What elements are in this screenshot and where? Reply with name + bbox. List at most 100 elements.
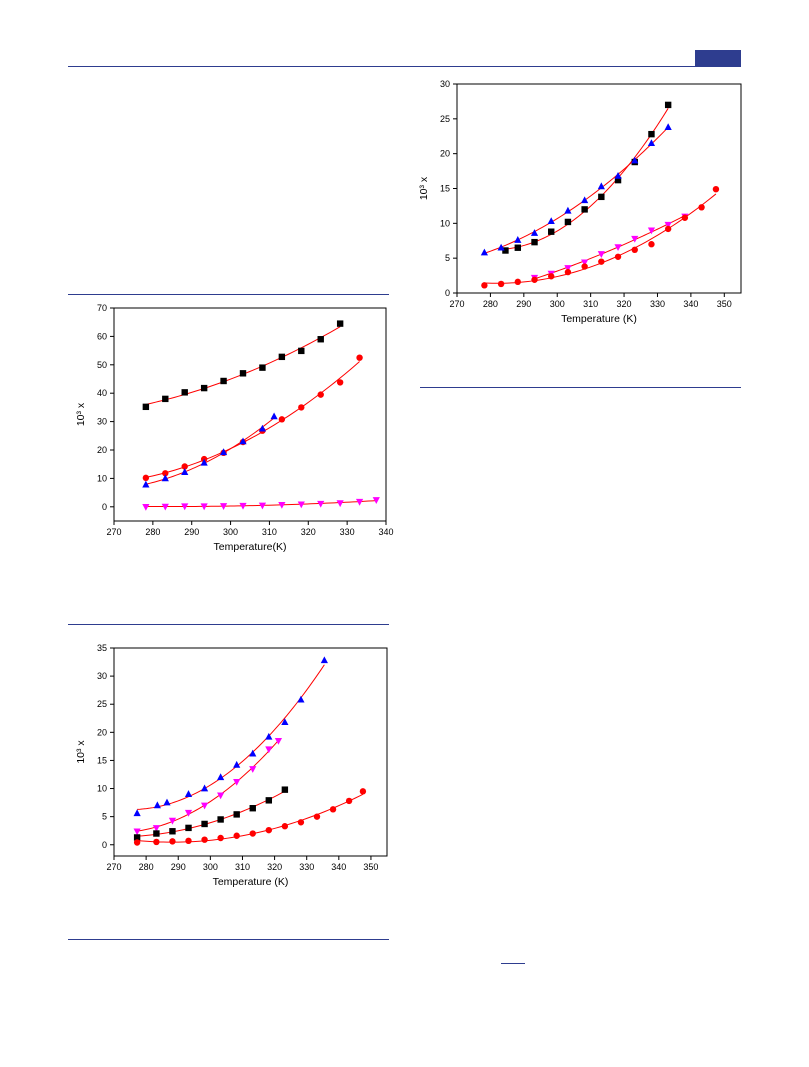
x-tick-label: 320 (617, 299, 632, 309)
data-point (201, 820, 208, 828)
x-tick-label: 300 (203, 862, 218, 872)
plot-frame (113, 647, 388, 857)
y-tick-label: 20 (97, 727, 107, 737)
footnote-short-rule (501, 963, 525, 964)
data-point (647, 139, 656, 147)
data-point (317, 336, 324, 343)
figure3-bottom-rule (420, 387, 741, 388)
data-point (481, 282, 488, 289)
x-tick-label: 290 (171, 862, 186, 872)
y-tick-label: 25 (440, 114, 450, 124)
data-point (220, 377, 227, 385)
y-tick-label: 35 (97, 643, 107, 653)
x-tick-label: 320 (267, 862, 282, 872)
data-point (185, 837, 192, 845)
y-tick-label: 50 (97, 360, 107, 370)
series-3 (133, 786, 289, 841)
x-tick-label: 340 (331, 862, 346, 872)
x-tick-label: 340 (683, 299, 698, 309)
x-tick-label: 310 (262, 527, 277, 537)
solubility-chart-3: 270 280 290 300 310 320 330 340 350 0 5 10 15 20 25 30 T… (418, 79, 742, 325)
data-point (320, 656, 328, 664)
fit-curve (484, 126, 669, 254)
data-point (664, 225, 672, 233)
x-tick-label: 320 (301, 527, 316, 537)
data-point (233, 778, 241, 786)
data-point (200, 458, 208, 466)
data-point (200, 503, 208, 511)
data-point (249, 805, 256, 812)
data-point (712, 185, 720, 193)
data-point (681, 214, 689, 221)
data-point (564, 206, 572, 214)
data-point (153, 801, 161, 809)
data-point (597, 182, 605, 190)
data-point (161, 503, 169, 511)
series-4 (133, 788, 367, 846)
x-tick-label: 270 (449, 299, 464, 309)
data-point (297, 695, 305, 703)
data-point (265, 797, 273, 804)
data-point (217, 773, 225, 781)
data-point (648, 130, 655, 138)
y-axis-label: 10³ x (75, 740, 87, 764)
x-axis-label: Temperature (K) (213, 876, 289, 888)
data-point (184, 790, 193, 797)
data-point (514, 236, 522, 243)
data-point (631, 235, 639, 243)
series-2 (480, 123, 672, 256)
data-point (162, 395, 169, 403)
data-point (184, 809, 193, 817)
data-point (581, 263, 588, 270)
data-point (480, 248, 488, 256)
data-point (664, 123, 672, 130)
data-point (162, 470, 169, 477)
data-point (664, 221, 672, 229)
data-point (142, 474, 150, 482)
fit-curve (137, 790, 286, 837)
data-point (133, 809, 141, 817)
data-point (259, 364, 266, 371)
y-tick-label: 10 (440, 218, 450, 228)
data-point (564, 268, 572, 276)
data-point (219, 503, 228, 510)
y-tick-label: 30 (97, 417, 107, 427)
x-tick-label: 350 (363, 862, 378, 872)
data-point (647, 227, 656, 235)
y-tick-label: 5 (445, 253, 450, 263)
data-point (161, 474, 169, 482)
data-point (313, 813, 321, 820)
data-point (317, 391, 324, 398)
y-axis-label: 10³ x (75, 402, 87, 426)
x-tick-label: 300 (550, 299, 565, 309)
x-tick-label: 280 (139, 862, 154, 872)
data-point (200, 384, 208, 392)
series-1 (133, 656, 328, 817)
data-point (614, 244, 622, 252)
data-point (297, 819, 305, 826)
data-point (698, 204, 705, 211)
data-point (298, 404, 305, 411)
fit-curve (137, 664, 325, 810)
data-point (181, 468, 189, 475)
data-point (631, 246, 638, 254)
x-tick-label: 310 (583, 299, 598, 309)
y-tick-label: 30 (440, 79, 450, 89)
fit-curve (145, 326, 341, 405)
y-tick-label: 60 (97, 331, 107, 341)
data-point (265, 746, 273, 754)
data-point (648, 241, 655, 248)
y-tick-label: 40 (97, 388, 107, 398)
data-point (258, 502, 267, 510)
header-accent-tab (695, 50, 741, 66)
figure2-bottom-rule (68, 939, 389, 940)
y-tick-label: 10 (97, 784, 107, 794)
series-3 (142, 412, 278, 488)
data-point (270, 412, 278, 420)
x-axis-label: Temperature(K) (214, 541, 287, 553)
y-tick-label: 15 (97, 755, 107, 765)
data-point (181, 389, 188, 396)
data-point (614, 253, 622, 260)
x-tick-label: 310 (235, 862, 250, 872)
data-point (581, 196, 589, 204)
